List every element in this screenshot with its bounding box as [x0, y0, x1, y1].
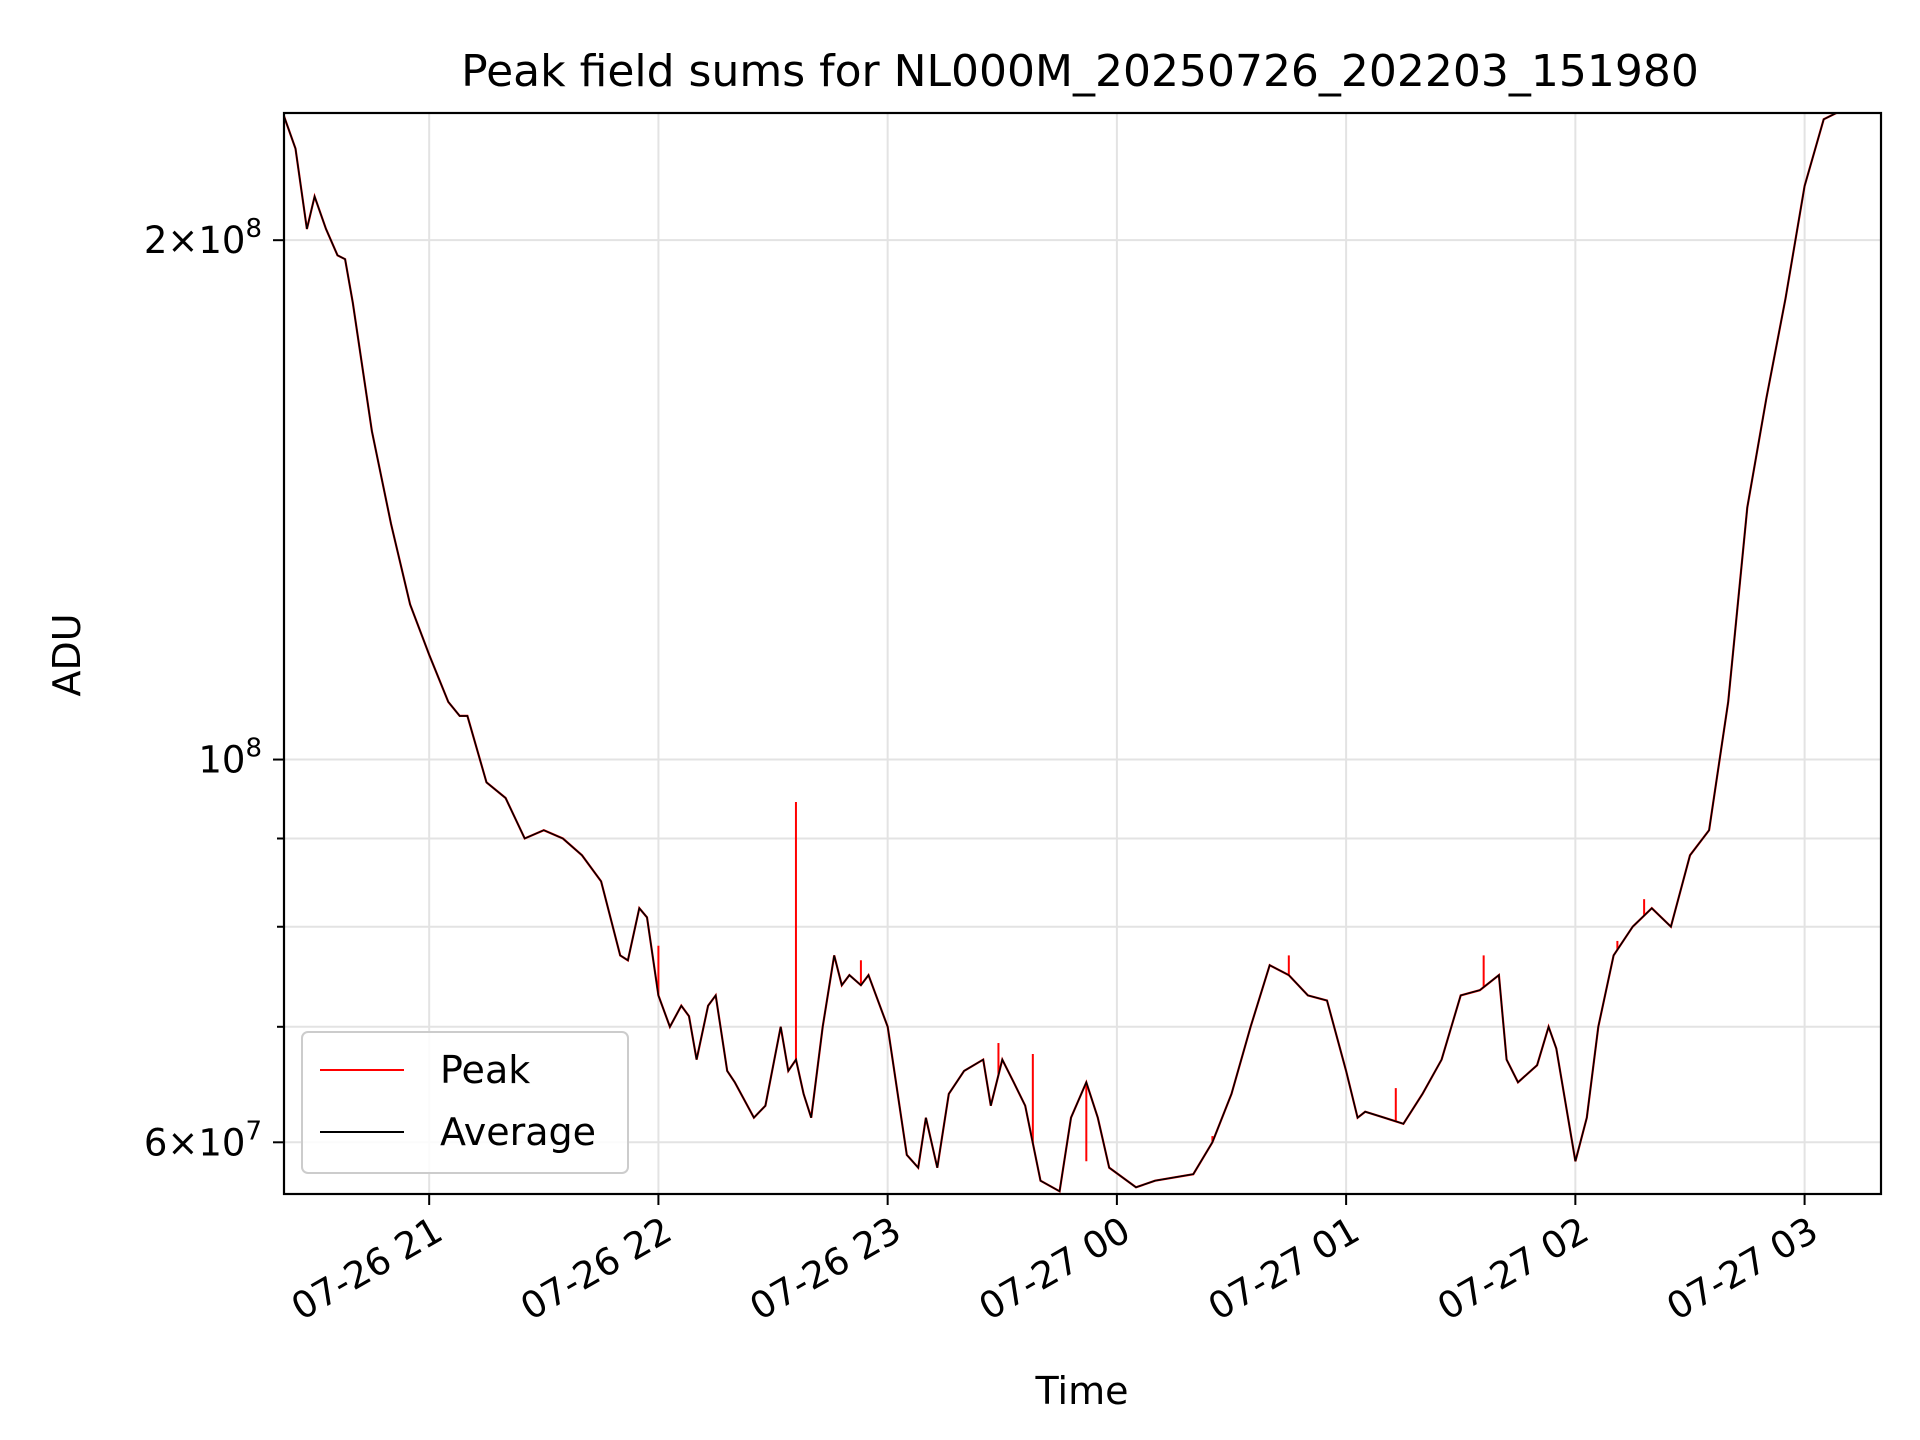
x-tick-label: 07-27 03	[1660, 1209, 1826, 1329]
plot-frame	[282, 111, 1883, 1196]
legend-peak-label: Peak	[440, 1048, 530, 1092]
plot-area	[284, 113, 1839, 1194]
y-tick-label: 6×107	[144, 1116, 262, 1164]
y-axis-label: ADU	[45, 613, 89, 696]
y-axis-ticks: 2×108 108 6×107	[144, 214, 284, 1164]
series-peak-line	[284, 113, 1839, 1194]
x-tick-label: 07-27 01	[1201, 1209, 1367, 1329]
legend: Peak Average	[301, 1031, 629, 1174]
x-tick-label: 07-26 21	[284, 1209, 450, 1329]
x-axis-label: Time	[1035, 1369, 1129, 1413]
y-tick-label: 2×108	[144, 214, 262, 262]
y-tick-label: 108	[198, 734, 262, 782]
legend-average-label: Average	[440, 1110, 596, 1154]
x-tick-label: 07-27 00	[972, 1209, 1138, 1329]
x-tick-label: 07-26 22	[513, 1209, 679, 1329]
legend-box	[301, 1031, 629, 1174]
series-average-line	[284, 113, 1839, 1193]
grid	[284, 113, 1881, 1194]
chart-title: Peak field sums for NL000M_20250726_2022…	[461, 46, 1699, 97]
x-axis-ticks: 07-26 21 07-26 22 07-26 23 07-27 00 07-27 01…	[284, 1194, 1825, 1329]
x-tick-label: 07-26 23	[743, 1209, 909, 1329]
x-tick-label: 07-27 02	[1430, 1209, 1596, 1329]
